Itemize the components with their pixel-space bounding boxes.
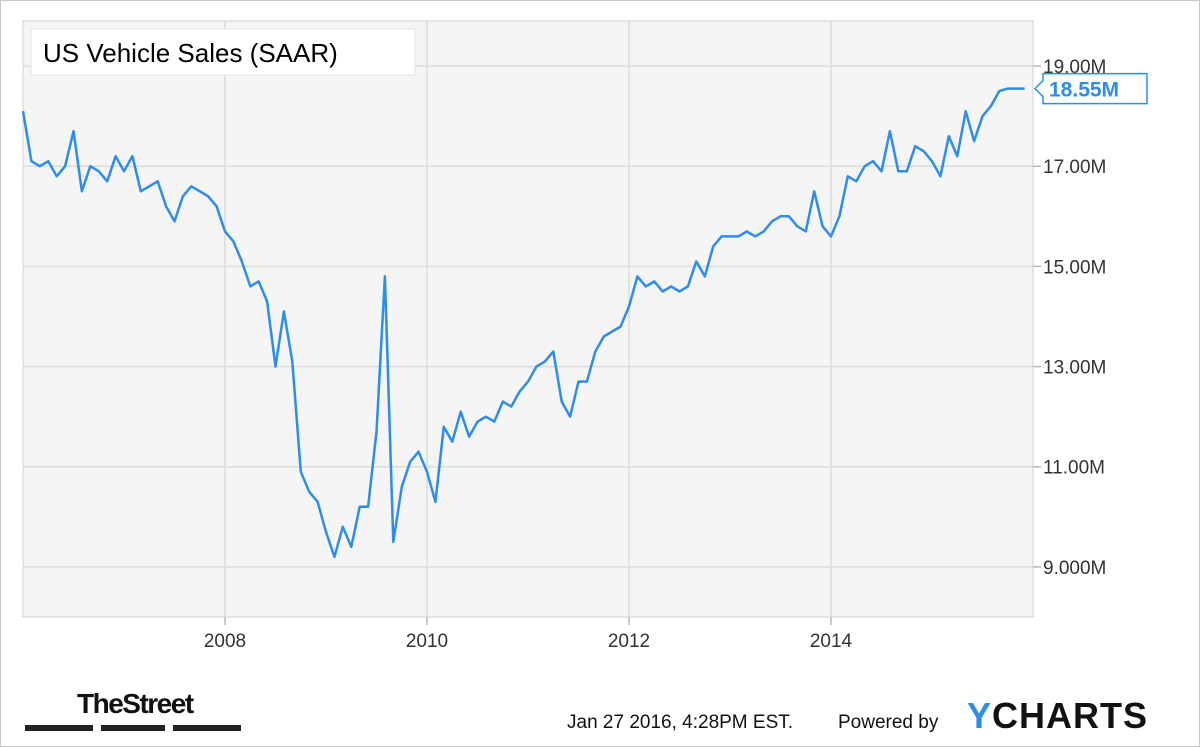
x-tick-label: 2010 (406, 631, 448, 652)
ycharts-logo-y: Y (967, 695, 992, 736)
last-value-label: 18.55M (1049, 79, 1119, 102)
y-tick-label: 17.00M (1043, 157, 1106, 178)
x-tick-label: 2008 (204, 631, 246, 652)
thestreet-underline-1 (25, 725, 93, 731)
y-tick-label: 11.00M (1043, 458, 1105, 479)
x-axis-ticks: 2008 2010 2012 2014 (204, 617, 853, 652)
plot-area (22, 20, 1034, 618)
last-value-callout: 18.55M (1033, 72, 1148, 105)
powered-by-text: Powered by (838, 712, 939, 733)
title-box (30, 28, 416, 76)
timestamp-text: Jan 27 2016, 4:28PM EST. (567, 712, 793, 733)
y-tick-label: 13.00M (1043, 358, 1106, 379)
x-tick-label: 2014 (810, 631, 853, 652)
ycharts-logo-rest: CHARTS (992, 695, 1148, 736)
y-tick-label: 15.00M (1043, 257, 1106, 278)
chart-title: US Vehicle Sales (SAAR) (43, 38, 338, 68)
thestreet-underline-2 (101, 725, 165, 731)
thestreet-underline-3 (173, 725, 241, 731)
series-line (21, 87, 1025, 559)
thestreet-logo: TheStreet (77, 688, 194, 719)
x-tick-label: 2012 (608, 631, 650, 652)
y-tick-label: 19.00M (1043, 57, 1106, 78)
ycharts-logo: YCHARTS (967, 695, 1148, 736)
y-tick-label: 9.000M (1043, 558, 1106, 579)
series-line-group (21, 87, 1025, 559)
last-value-callout-box (1033, 72, 1148, 105)
y-axis-ticks: 9.000M 11.00M 13.00M 15.00M 17.00M 19.00M (1033, 57, 1106, 579)
